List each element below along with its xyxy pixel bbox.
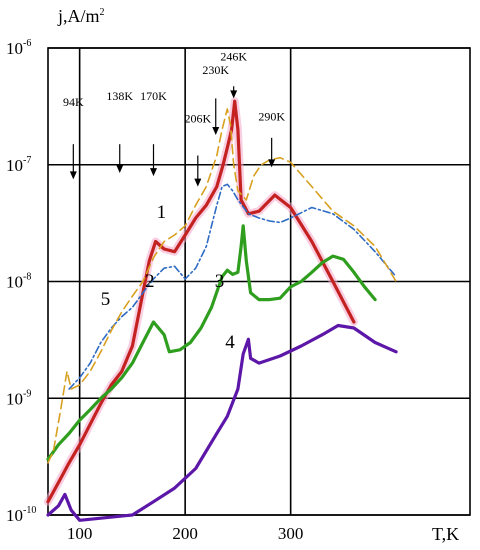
y-tick-label--7: 10-7 — [6, 155, 31, 175]
tick-labels: 100 200 300 10-6 10-7 10-8 10-9 10-10 — [6, 38, 303, 543]
annotation-label-230K: 230K — [202, 63, 229, 77]
annotation-arrowhead-206K — [194, 178, 202, 187]
series-2-label: 2 — [145, 271, 155, 292]
x-tick-label-100: 100 — [67, 524, 93, 543]
y-axis-label: j,A/m2 — [57, 6, 105, 26]
series-2-line — [68, 183, 397, 390]
y-axis-label-exponent: 2 — [100, 7, 105, 18]
y-tick-label--6: 10-6 — [6, 38, 31, 58]
series-4-label: 4 — [225, 332, 235, 353]
series-4-line — [46, 323, 398, 522]
series-1-glow — [44, 97, 358, 506]
series-5-line — [47, 108, 397, 464]
y-axis-label-text: j,A/m — [57, 6, 100, 26]
annotation-arrowhead-290K — [268, 159, 276, 168]
annotation-arrowhead-170K — [150, 168, 157, 177]
series-layer — [44, 97, 398, 522]
annotation-label-206K: 206K — [184, 112, 211, 126]
y-tick-label--10: 10-10 — [6, 505, 36, 525]
annotation-label-170K: 170K — [140, 89, 167, 103]
x-axis-label: T,K — [432, 524, 459, 544]
series-1-line — [46, 99, 356, 504]
annotation-arrowhead-246K — [230, 90, 238, 99]
annotation-label-138K: 138K — [106, 89, 133, 103]
y-tick-label--8: 10-8 — [6, 272, 31, 292]
annotation-label-290K: 290K — [258, 109, 285, 123]
annotation-arrowhead-138K — [116, 164, 124, 173]
series-3-line — [46, 224, 377, 461]
y-tick-label--9: 10-9 — [6, 388, 31, 408]
annotation-arrowhead-94K — [69, 171, 77, 180]
annotation-arrowhead-230K — [212, 126, 220, 135]
annotation-label-246K: 246K — [220, 50, 247, 64]
series-1-label: 1 — [157, 202, 167, 223]
x-tick-label-200: 200 — [172, 524, 198, 543]
x-tick-label-300: 300 — [278, 524, 304, 543]
annotation-label-94K: 94K — [63, 95, 84, 109]
series-3-label: 3 — [215, 271, 225, 292]
series-5-label: 5 — [101, 289, 111, 310]
curve-labels: 1 2 3 4 5 — [101, 202, 235, 353]
